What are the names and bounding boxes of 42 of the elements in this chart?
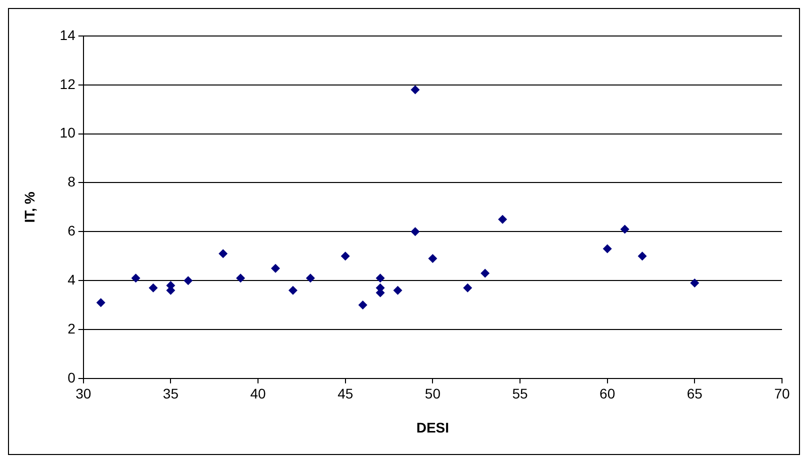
point (288, 286, 298, 295)
x-tick-label: 65 (686, 386, 703, 402)
point (393, 286, 402, 295)
y-tick-label: 14 (60, 26, 76, 43)
y-tick-label: 4 (68, 271, 76, 288)
point (463, 283, 472, 292)
x-tick-label: 45 (338, 386, 354, 402)
point (410, 85, 420, 94)
point (358, 300, 368, 310)
y-tick-label: 0 (68, 369, 76, 386)
y-axis-title: IT, % (21, 191, 38, 223)
y-tick-label: 10 (60, 124, 76, 141)
y-tick-label: 12 (60, 76, 76, 92)
point (340, 252, 350, 261)
x-tick-label: 70 (774, 386, 790, 402)
point (131, 274, 140, 283)
x-tick-label: 50 (424, 386, 441, 402)
point (96, 298, 106, 308)
x-tick-label: 30 (76, 386, 92, 402)
x-tick-label: 40 (250, 386, 266, 402)
y-tick-label: 2 (68, 320, 76, 336)
point (602, 244, 612, 254)
point (498, 214, 508, 224)
y-tick-label: 6 (68, 222, 76, 239)
point (638, 252, 647, 261)
x-tick-label: 35 (162, 386, 179, 402)
y-tick-label: 8 (68, 174, 76, 190)
x-tick-label: 55 (512, 386, 528, 402)
x-axis-title: DESI (416, 419, 450, 436)
point (236, 274, 246, 283)
point (148, 283, 158, 292)
point (620, 224, 630, 234)
point (376, 274, 385, 283)
point (428, 254, 438, 264)
x-tick-label: 60 (600, 386, 616, 402)
point (690, 278, 700, 288)
point (410, 227, 420, 236)
point (270, 264, 280, 273)
point (480, 268, 490, 278)
point (306, 274, 315, 283)
point (218, 249, 228, 258)
point (184, 276, 193, 286)
